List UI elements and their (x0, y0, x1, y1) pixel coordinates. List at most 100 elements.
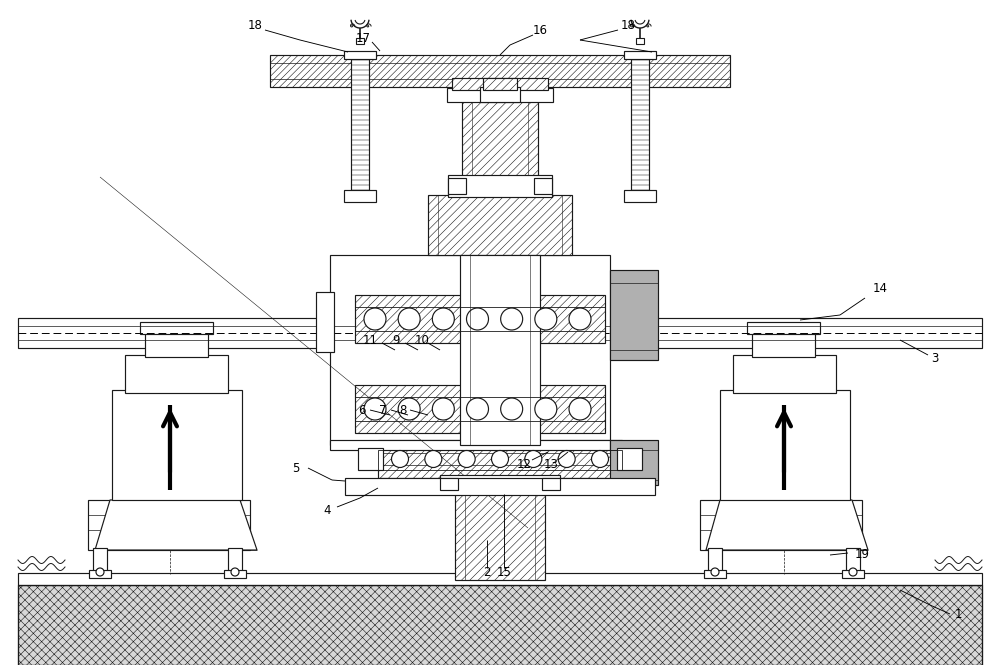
Circle shape (458, 450, 475, 467)
Circle shape (501, 308, 523, 330)
Bar (93, 548, 107, 573)
Bar (355, 397, 605, 421)
Bar (18, 318, 982, 348)
Bar (460, 255, 540, 445)
Bar (455, 490, 545, 580)
Bar (720, 390, 850, 500)
Bar (483, 78, 517, 90)
Circle shape (492, 450, 509, 467)
Bar (480, 87, 520, 102)
Text: 8: 8 (399, 404, 407, 416)
Text: 17: 17 (356, 31, 371, 45)
Bar (316, 292, 334, 352)
Bar (378, 440, 622, 478)
Bar (112, 390, 242, 500)
Bar (447, 88, 553, 102)
Bar (617, 448, 642, 470)
Text: 6: 6 (358, 404, 366, 416)
Text: 18: 18 (621, 19, 635, 31)
Text: 11: 11 (363, 334, 378, 346)
Bar (145, 332, 208, 357)
Bar (842, 570, 864, 578)
Text: 14: 14 (872, 281, 888, 295)
Circle shape (569, 308, 591, 330)
Bar (358, 448, 383, 470)
Bar (428, 195, 572, 255)
Bar (224, 570, 246, 578)
Circle shape (364, 398, 386, 420)
Circle shape (501, 398, 523, 420)
Circle shape (432, 308, 454, 330)
Text: 7: 7 (379, 404, 387, 416)
Bar (125, 355, 228, 393)
Circle shape (466, 308, 488, 330)
Polygon shape (95, 500, 257, 550)
Bar (704, 570, 726, 578)
Circle shape (569, 398, 591, 420)
Circle shape (364, 308, 386, 330)
Circle shape (96, 568, 104, 576)
Text: 3: 3 (931, 352, 939, 364)
Bar (631, 55, 649, 195)
Bar (700, 500, 862, 550)
Circle shape (432, 398, 454, 420)
Bar (610, 270, 658, 360)
Bar (330, 440, 610, 450)
Text: 10: 10 (415, 334, 429, 346)
Bar (18, 573, 982, 585)
Circle shape (849, 568, 857, 576)
Bar (448, 175, 552, 197)
Text: 13: 13 (544, 458, 558, 471)
Circle shape (231, 568, 239, 576)
Bar (542, 478, 560, 490)
Circle shape (398, 308, 420, 330)
Bar (610, 440, 658, 485)
Bar (140, 322, 213, 334)
Bar (351, 55, 369, 195)
Text: 19: 19 (854, 547, 869, 561)
Bar (708, 548, 722, 573)
Bar (440, 475, 560, 493)
Bar (846, 548, 860, 573)
Bar (356, 38, 364, 44)
Bar (440, 478, 458, 490)
Bar (452, 78, 548, 90)
Circle shape (398, 398, 420, 420)
Bar (448, 178, 466, 194)
Text: 9: 9 (392, 334, 400, 346)
Bar (355, 295, 605, 343)
Text: 5: 5 (292, 462, 300, 475)
Bar (330, 255, 610, 445)
Bar (624, 190, 656, 202)
Bar (270, 55, 730, 87)
Bar (355, 385, 605, 433)
Bar (344, 51, 376, 59)
Bar (355, 307, 605, 331)
Text: 1: 1 (954, 608, 962, 622)
Circle shape (466, 398, 488, 420)
Bar (378, 450, 622, 470)
Bar (624, 51, 656, 59)
Polygon shape (706, 500, 868, 550)
Bar (228, 548, 242, 573)
Bar (636, 38, 644, 44)
Bar (534, 178, 552, 194)
Circle shape (425, 450, 442, 467)
Bar (752, 332, 815, 357)
Bar (733, 355, 836, 393)
Circle shape (592, 450, 608, 467)
Text: 12: 12 (516, 458, 532, 471)
Text: 4: 4 (323, 503, 331, 517)
Circle shape (525, 450, 542, 467)
Bar (747, 322, 820, 334)
Bar (462, 100, 538, 177)
Bar (345, 478, 655, 495)
Circle shape (558, 450, 575, 467)
Circle shape (535, 308, 557, 330)
Text: 16: 16 (532, 23, 548, 37)
Text: 18: 18 (248, 19, 262, 31)
Bar (18, 585, 982, 665)
Text: 15: 15 (497, 567, 511, 579)
Bar (18, 585, 982, 665)
Bar (344, 190, 376, 202)
